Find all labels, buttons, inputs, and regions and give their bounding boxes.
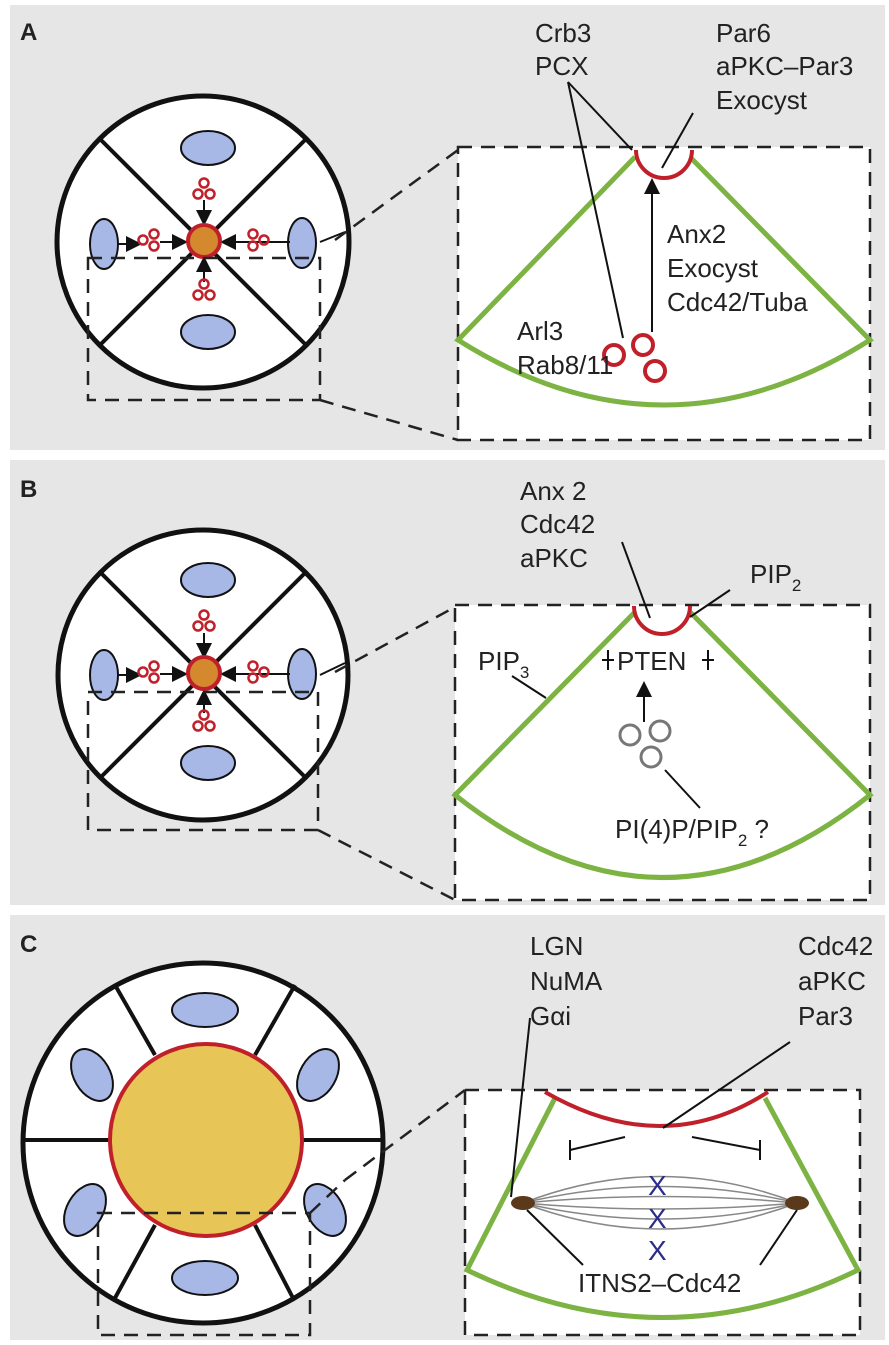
shape [181, 746, 235, 780]
chromosome: X [648, 1235, 667, 1266]
shape [511, 1196, 535, 1210]
subscript: 2 [792, 576, 801, 595]
label: aPKC [798, 966, 866, 996]
panel-label: A [20, 19, 37, 46]
chromosome: X [648, 1170, 667, 1201]
label: Anx2 [667, 219, 726, 249]
label: Par3 [798, 1001, 853, 1031]
shape [188, 657, 220, 689]
panel-label: B [20, 476, 37, 503]
label: NuMA [530, 966, 603, 996]
subscript: 2 [738, 831, 747, 850]
shape [181, 131, 235, 165]
figure: A Crb3 PCX Par6 aPKC–Par3 Exocyst Anx2 E… [0, 0, 889, 1345]
chromosome: X [648, 1203, 667, 1234]
label: Cdc42 [520, 509, 595, 539]
subscript: 3 [520, 663, 529, 682]
label-text: PIP [478, 646, 520, 676]
shape [172, 1261, 238, 1295]
panel-label: C [20, 931, 37, 958]
label: Arl3 [517, 316, 563, 346]
label: Exocyst [667, 253, 759, 283]
shape [188, 225, 220, 257]
label: Anx 2 [520, 476, 587, 506]
label-text: PI(4)P/PIP [615, 814, 738, 844]
shape [90, 219, 118, 269]
shape [110, 1044, 302, 1236]
label: aPKC–Par3 [716, 51, 853, 81]
label: PTEN [617, 646, 686, 676]
label: Exocyst [716, 85, 808, 115]
label: Crb3 [535, 18, 591, 48]
shape [288, 218, 316, 268]
shape [785, 1196, 809, 1210]
label: PCX [535, 51, 588, 81]
label-text: PIP [750, 559, 792, 589]
page: A Crb3 PCX Par6 aPKC–Par3 Exocyst Anx2 E… [0, 0, 889, 1345]
label-text: ? [747, 814, 769, 844]
label: aPKC [520, 543, 588, 573]
shape [181, 315, 235, 349]
label: Cdc42/Tuba [667, 287, 808, 317]
shape [181, 563, 235, 597]
label: ITNS2–Cdc42 [578, 1268, 741, 1298]
shape [172, 993, 238, 1027]
label: Rab8/11 [517, 350, 613, 380]
label: LGN [530, 931, 583, 961]
shape [458, 147, 870, 440]
label: Gαi [530, 1001, 571, 1031]
label: Cdc42 [798, 931, 873, 961]
label: Par6 [716, 18, 771, 48]
